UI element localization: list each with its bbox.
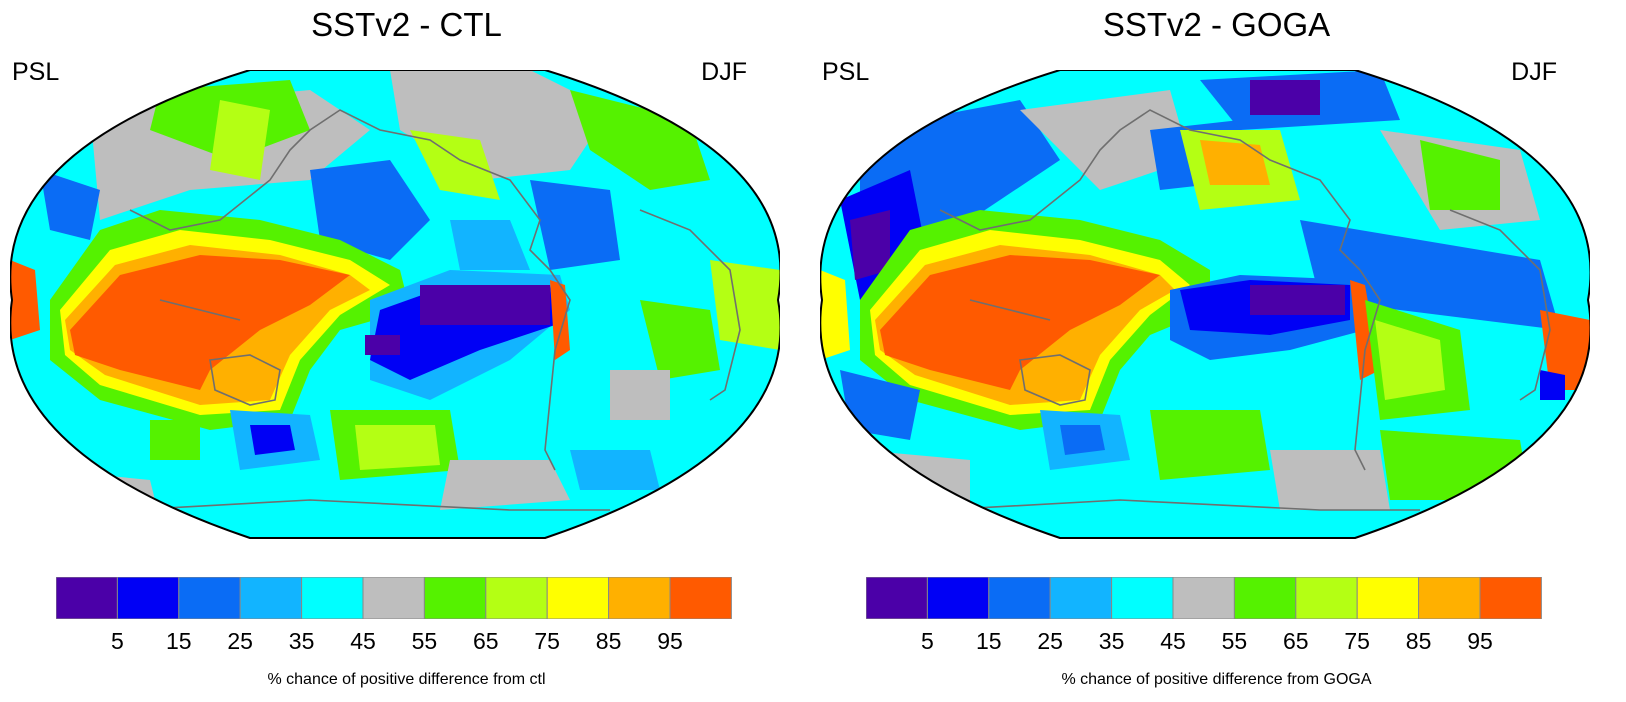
violet-region	[420, 285, 550, 325]
colorbar-swatch	[362, 577, 425, 619]
colorbar-tick-label: 65	[1283, 628, 1309, 654]
colorbar-tick-label: 25	[1037, 628, 1063, 654]
colorbar-tick-label: 35	[1098, 628, 1125, 654]
colorbar-tick-label: 55	[411, 628, 438, 654]
colorbar-swatch	[1111, 577, 1174, 619]
colorbar-tick-label: 35	[288, 628, 315, 654]
violet-region	[850, 210, 890, 280]
colorbar-tick-label: 15	[976, 628, 1002, 654]
colorbar-swatch	[116, 577, 180, 619]
blue-region	[530, 180, 620, 270]
gray-region	[440, 460, 570, 510]
colorbar-tick-label: 25	[227, 628, 253, 654]
panel-sstv2-goga: SSTv2 - GOGA PSL DJF	[810, 0, 1623, 702]
colorbar-tick-label: 5	[920, 628, 934, 654]
lime-region	[210, 100, 270, 180]
colorbar-label: % chance of positive difference from ctl	[267, 671, 546, 688]
blue-region	[40, 170, 100, 240]
variable-label: PSL	[822, 58, 870, 86]
yellow-region	[820, 270, 850, 360]
coastlines	[129, 109, 741, 511]
deepblue-region	[1540, 370, 1565, 400]
colorbar-swatch	[988, 577, 1051, 619]
colorbar-swatch	[1049, 577, 1113, 619]
colorbar-tick-label: 95	[657, 628, 683, 654]
lime-region	[710, 260, 780, 350]
lime-region	[355, 425, 440, 470]
violet-region	[1250, 80, 1320, 115]
colorbar-ticks: 5 15 25 35 45 55 65 75 85 95	[866, 628, 1566, 658]
colorbar-tick-label: 55	[1221, 628, 1248, 654]
colorbar-swatch	[178, 577, 241, 619]
lightblue-region	[570, 450, 660, 490]
colorbar-tick-label: 45	[1160, 628, 1186, 654]
colorbar-tick-label: 15	[166, 628, 192, 654]
colorbar-swatch	[926, 577, 990, 619]
violet-region	[1250, 285, 1345, 315]
probability-map	[10, 70, 780, 539]
green-region	[1420, 140, 1500, 210]
colorbar-swatch	[669, 577, 732, 619]
colorbar-swatch	[485, 577, 548, 619]
coastlines	[939, 109, 1551, 511]
redorange-region	[880, 255, 1160, 390]
colorbar-swatch	[1233, 577, 1297, 619]
colorbar-tick-label: 5	[110, 628, 124, 654]
lime-region	[1375, 320, 1445, 400]
colorbar	[56, 577, 732, 619]
blue-region	[1060, 425, 1105, 455]
colorbar-swatch	[1295, 577, 1358, 619]
violet-region	[365, 335, 400, 355]
lime-region	[410, 130, 500, 200]
gray-region	[1270, 450, 1390, 510]
colorbar-tick-label: 85	[1405, 628, 1432, 654]
panel-title: SSTv2 - CTL	[311, 6, 502, 43]
colorbar-swatch	[301, 577, 364, 619]
green-region	[640, 300, 720, 380]
season-label: DJF	[1511, 58, 1557, 86]
deepblue-region	[250, 425, 295, 455]
green-region	[150, 420, 200, 460]
colorbar-swatch	[56, 577, 118, 619]
lightblue-region	[450, 220, 530, 270]
colorbar-swatch	[423, 577, 487, 619]
redorange-region	[10, 260, 40, 340]
colorbar-swatch	[239, 577, 303, 619]
colorbar-tick-label: 65	[473, 628, 499, 654]
redorange-region	[1540, 310, 1590, 390]
colorbar	[866, 577, 1542, 619]
globe-outline	[10, 70, 780, 539]
colorbar-tick-label: 95	[1467, 628, 1493, 654]
redorange-region	[550, 280, 570, 360]
gray-region	[860, 450, 970, 510]
green-region	[570, 90, 710, 190]
globe-outline	[820, 70, 1590, 539]
colorbar-ticks: 5 15 25 35 45 55 65 75 85 95	[56, 628, 756, 658]
gray-region	[1020, 90, 1190, 190]
gray-region	[610, 370, 670, 420]
season-label: DJF	[701, 58, 747, 86]
probability-map	[820, 70, 1590, 539]
orange-region	[1200, 140, 1270, 185]
panel-title: SSTv2 - GOGA	[1102, 6, 1331, 43]
redorange-region	[70, 255, 350, 390]
colorbar-swatch	[1172, 577, 1235, 619]
colorbar-label: % chance of positive difference from GOG…	[1061, 671, 1372, 688]
colorbar-tick-label: 75	[534, 628, 560, 654]
colorbar-tick-label: 45	[350, 628, 376, 654]
panel-sstv2-ctl: SSTv2 - CTL PSL DJF	[10, 6, 780, 688]
colorbar-swatch	[1418, 577, 1481, 619]
colorbar-tick-label: 75	[1344, 628, 1370, 654]
blue-region	[310, 160, 430, 260]
colorbar-swatch	[1479, 577, 1542, 619]
green-region	[1150, 410, 1270, 480]
colorbar-swatch	[866, 577, 928, 619]
colorbar-swatch	[1356, 577, 1420, 619]
colorbar-swatch	[608, 577, 671, 619]
colorbar-swatch	[546, 577, 610, 619]
variable-label: PSL	[12, 58, 60, 86]
colorbar-tick-label: 85	[595, 628, 622, 654]
